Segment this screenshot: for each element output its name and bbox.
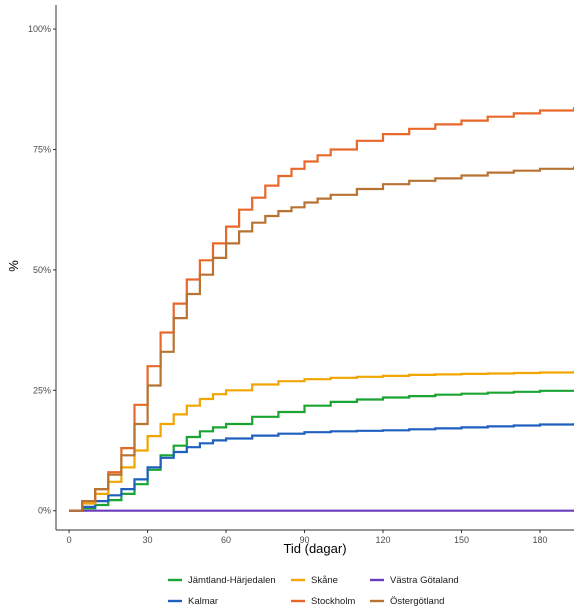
x-tick-label: 150 [454,535,469,545]
x-tick-label: 90 [300,535,310,545]
y-axis-title: % [6,260,21,272]
series-line-jamtland-harjedalen [69,389,574,512]
legend-label: Skåne [311,575,338,586]
legend-label: Kalmar [188,596,218,607]
legend-item: Stockholm [291,596,355,607]
series-line-skane [69,371,574,512]
legend-item: Östergötland [370,596,444,607]
x-axis: 0 30 60 90 120 150 180 [56,529,574,545]
series-line-kalmar [69,423,574,512]
x-tick-label: 60 [221,535,231,545]
y-tick-label: 50% [33,265,51,275]
x-tick-label: 180 [532,535,547,545]
legend: Jämtland-Härjedalen Skåne Västra Götaland K… [168,575,459,607]
x-tick-label: 120 [376,535,391,545]
legend-label: Östergötland [390,596,444,607]
legend-item: Jämtland-Härjedalen [168,575,276,586]
plot-area [69,107,574,512]
legend-label: Stockholm [311,596,355,607]
legend-item: Kalmar [168,596,218,607]
y-tick-label: 25% [33,385,51,395]
series-line-stockholm [69,107,574,512]
y-tick-label: 75% [33,144,51,154]
legend-item: Västra Götaland [370,575,459,586]
x-tick-label: 30 [143,535,153,545]
legend-item: Skåne [291,575,338,586]
series-line-ostergotland [69,166,574,512]
x-tick-label: 0 [67,535,72,545]
x-axis-title: Tid (dagar) [283,541,346,556]
y-tick-label: 100% [28,24,51,34]
legend-label: Jämtland-Härjedalen [188,575,276,586]
y-tick-label: 0% [38,506,51,516]
y-axis: 0% 25% 50% 75% 100% [28,5,57,530]
legend-label: Västra Götaland [390,575,459,586]
